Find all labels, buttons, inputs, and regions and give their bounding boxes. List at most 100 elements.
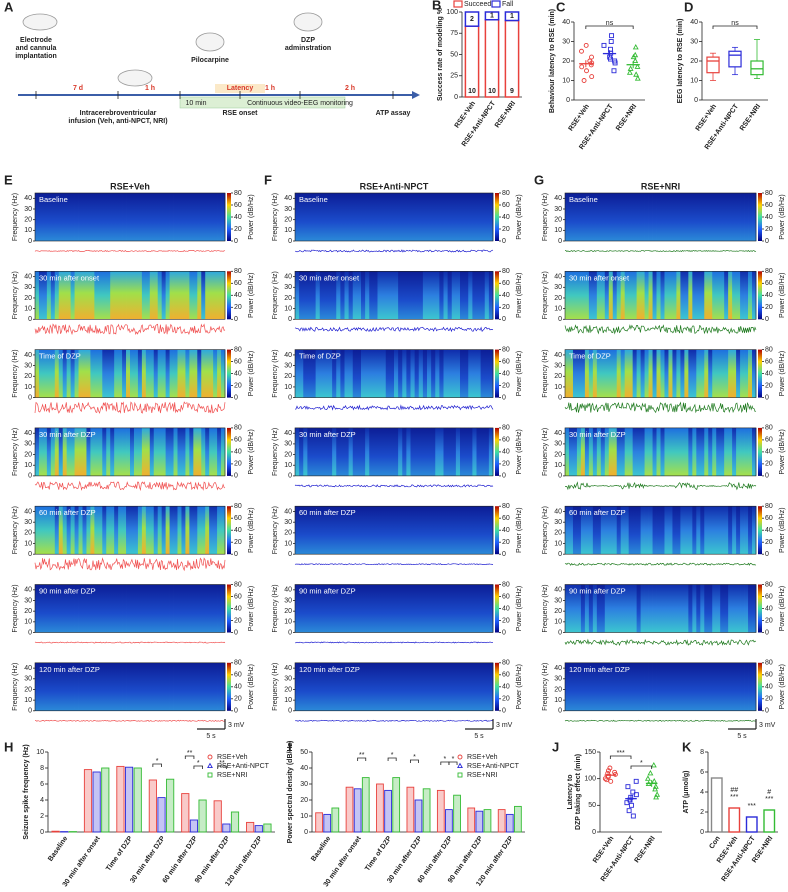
spectrogram-cell	[58, 271, 64, 320]
spectrogram-cell	[588, 506, 594, 555]
spectrogram-cell	[394, 349, 399, 398]
spectrogram-cell	[82, 271, 87, 320]
colorbar-tick-label: 0	[234, 629, 238, 636]
spectrogram-cell	[50, 506, 56, 555]
spectrogram-cell	[181, 427, 186, 476]
spectrogram-cell	[472, 506, 477, 555]
spectrogram-cell	[114, 662, 119, 711]
colorbar-tick-label: 0	[234, 708, 238, 715]
point	[647, 769, 654, 776]
y-axis-label: ATP (μmol/g)	[683, 771, 690, 814]
spectrogram-cell	[460, 584, 465, 633]
y-tick-label: 0	[288, 708, 292, 715]
colorbar-tick-label: 0	[502, 629, 506, 636]
bar	[376, 783, 384, 833]
spectrogram-cell	[636, 427, 642, 476]
spectrogram-cell	[394, 506, 399, 555]
spectrogram-cell	[394, 427, 399, 476]
spectrogram-cell	[572, 662, 578, 711]
spectrogram-cell	[740, 193, 745, 241]
y-tick-label: 0	[558, 473, 562, 480]
spectrogram-cell	[165, 584, 170, 633]
spectrogram-cell	[628, 584, 634, 633]
spectrogram-cell	[468, 662, 473, 711]
colorbar-tick-label: 40	[234, 449, 242, 456]
y-tick-label: 40	[554, 273, 562, 280]
spectrogram-cell	[418, 193, 424, 241]
spectrogram-cell	[724, 349, 729, 398]
colorbar-tick-label: 0	[234, 316, 238, 323]
spectrogram-cell	[209, 662, 214, 711]
y-tick-label: 40	[284, 508, 292, 515]
spectrogram-cell	[35, 427, 40, 476]
bar	[230, 811, 240, 833]
spectrogram-cell	[141, 271, 147, 320]
spectrogram-cell	[319, 349, 325, 398]
spectrogram-cell	[484, 584, 490, 633]
colorbar-label: Power (dB/Hz)	[516, 664, 523, 710]
spectrogram-cell	[656, 506, 661, 555]
spectrogram-cell	[35, 584, 40, 633]
y-tick-label: 100	[584, 776, 596, 783]
colorbar-tick-label: 60	[765, 280, 773, 287]
spectrogram-cell	[439, 193, 444, 241]
spectrogram-cell	[652, 427, 657, 476]
spectrogram-cell	[165, 662, 170, 711]
spectrogram-cell	[608, 662, 614, 711]
spectrogram-cell	[692, 584, 697, 633]
y-tick-label: 2	[40, 813, 44, 820]
spectrogram-cell	[632, 271, 638, 320]
spectrogram-cell	[447, 349, 453, 398]
y-tick-label: 40	[284, 195, 292, 202]
spectrogram-cell	[315, 506, 321, 555]
colorbar-label: Power (dB/Hz)	[248, 586, 255, 632]
x-tick-label: 90 min after DZP	[194, 835, 232, 885]
spectrogram-cell	[141, 349, 147, 398]
spectrogram-cell	[620, 506, 626, 555]
spectrogram-cell	[177, 427, 182, 476]
spectrogram-cell	[732, 506, 737, 555]
y-tick-label: 30	[284, 676, 292, 683]
spectrogram-cell	[130, 349, 135, 398]
spectrogram-cell	[410, 271, 416, 320]
colorbar	[227, 193, 231, 241]
spectrogram-cell	[385, 271, 391, 320]
colorbar-tick-label: 60	[502, 437, 510, 444]
spectrogram-cell	[592, 427, 598, 476]
spectrogram-cell	[122, 271, 127, 320]
spectrogram-cell	[106, 506, 111, 555]
spectrogram-cell	[640, 662, 645, 711]
y-tick-label: 30	[24, 441, 32, 448]
point	[207, 772, 213, 778]
significance: *	[640, 760, 643, 767]
y-tick-label: 20	[554, 373, 562, 380]
box	[728, 50, 742, 68]
legend-swatch	[491, 0, 501, 8]
spectrogram-cell	[137, 271, 143, 320]
spectrogram-cell	[692, 662, 697, 711]
colorbar-tick-label: 60	[234, 437, 242, 444]
spectrogram-cell	[604, 427, 610, 476]
y-tick-label: 20	[554, 608, 562, 615]
spectrogram-cell	[381, 584, 387, 633]
y-tick-label: 40	[284, 665, 292, 672]
spectrogram-cell	[221, 349, 226, 398]
spectrogram-cell	[431, 662, 436, 711]
spectrogram-cell	[592, 271, 598, 320]
colorbar-tick-label: 80	[234, 503, 242, 510]
spectrogram-cell	[748, 193, 753, 241]
bracket	[357, 757, 367, 761]
y-tick-label: 20	[284, 686, 292, 693]
spectrogram-cell	[612, 662, 618, 711]
spectrogram-cell	[161, 193, 167, 241]
spectrogram-cell	[740, 584, 745, 633]
spectrogram-cell	[365, 506, 370, 555]
spectrogram-frame	[294, 192, 494, 242]
y-tick-label: 30	[284, 362, 292, 369]
spectrogram-cell	[724, 662, 729, 711]
colorbar-tick-label: 80	[765, 425, 773, 432]
spectrogram-cell	[54, 506, 60, 555]
spectrogram-cell	[414, 193, 420, 241]
y-tick-label: 8	[40, 765, 44, 772]
spectrogram-cell	[568, 349, 574, 398]
